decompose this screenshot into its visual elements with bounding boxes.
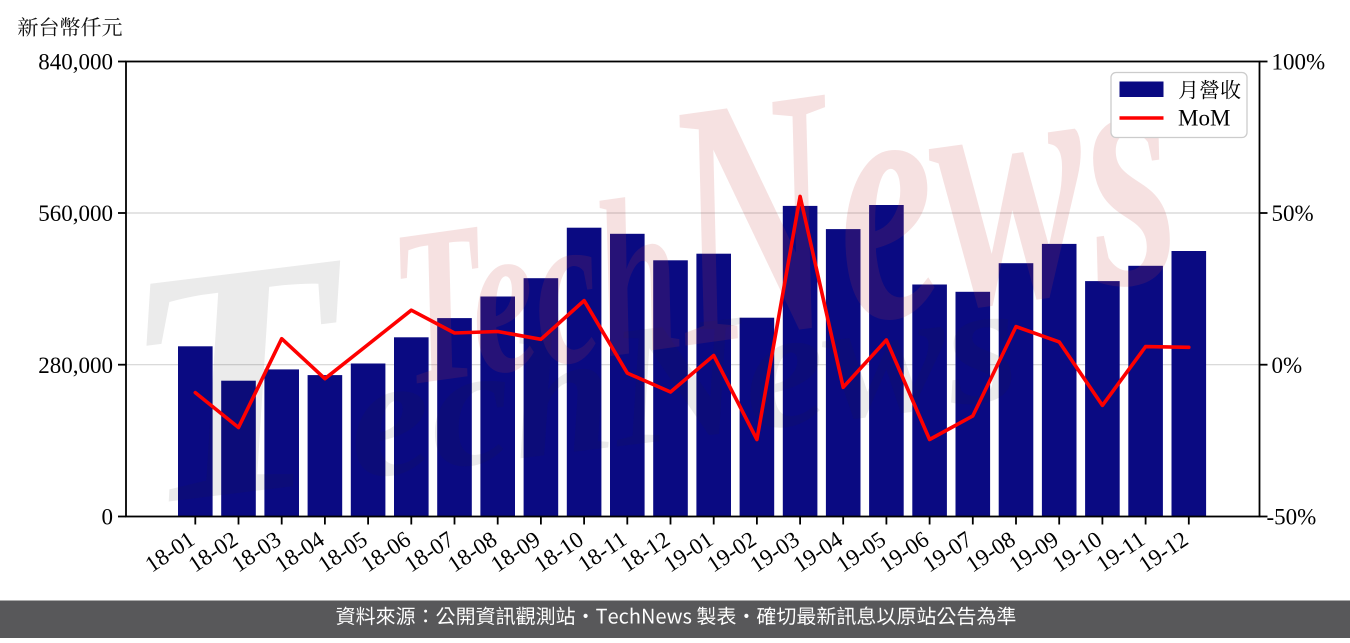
svg-text:560,000: 560,000 xyxy=(38,201,113,226)
svg-text:50%: 50% xyxy=(1272,201,1314,226)
svg-text:840,000: 840,000 xyxy=(38,50,113,75)
svg-text:TechNews: TechNews xyxy=(362,0,1198,460)
svg-text:0: 0 xyxy=(102,505,114,530)
svg-text:-50%: -50% xyxy=(1267,505,1317,530)
svg-text:100%: 100% xyxy=(1272,50,1326,75)
svg-text:0%: 0% xyxy=(1272,353,1303,378)
svg-text:MoM: MoM xyxy=(1178,106,1230,131)
svg-text:280,000: 280,000 xyxy=(38,353,113,378)
